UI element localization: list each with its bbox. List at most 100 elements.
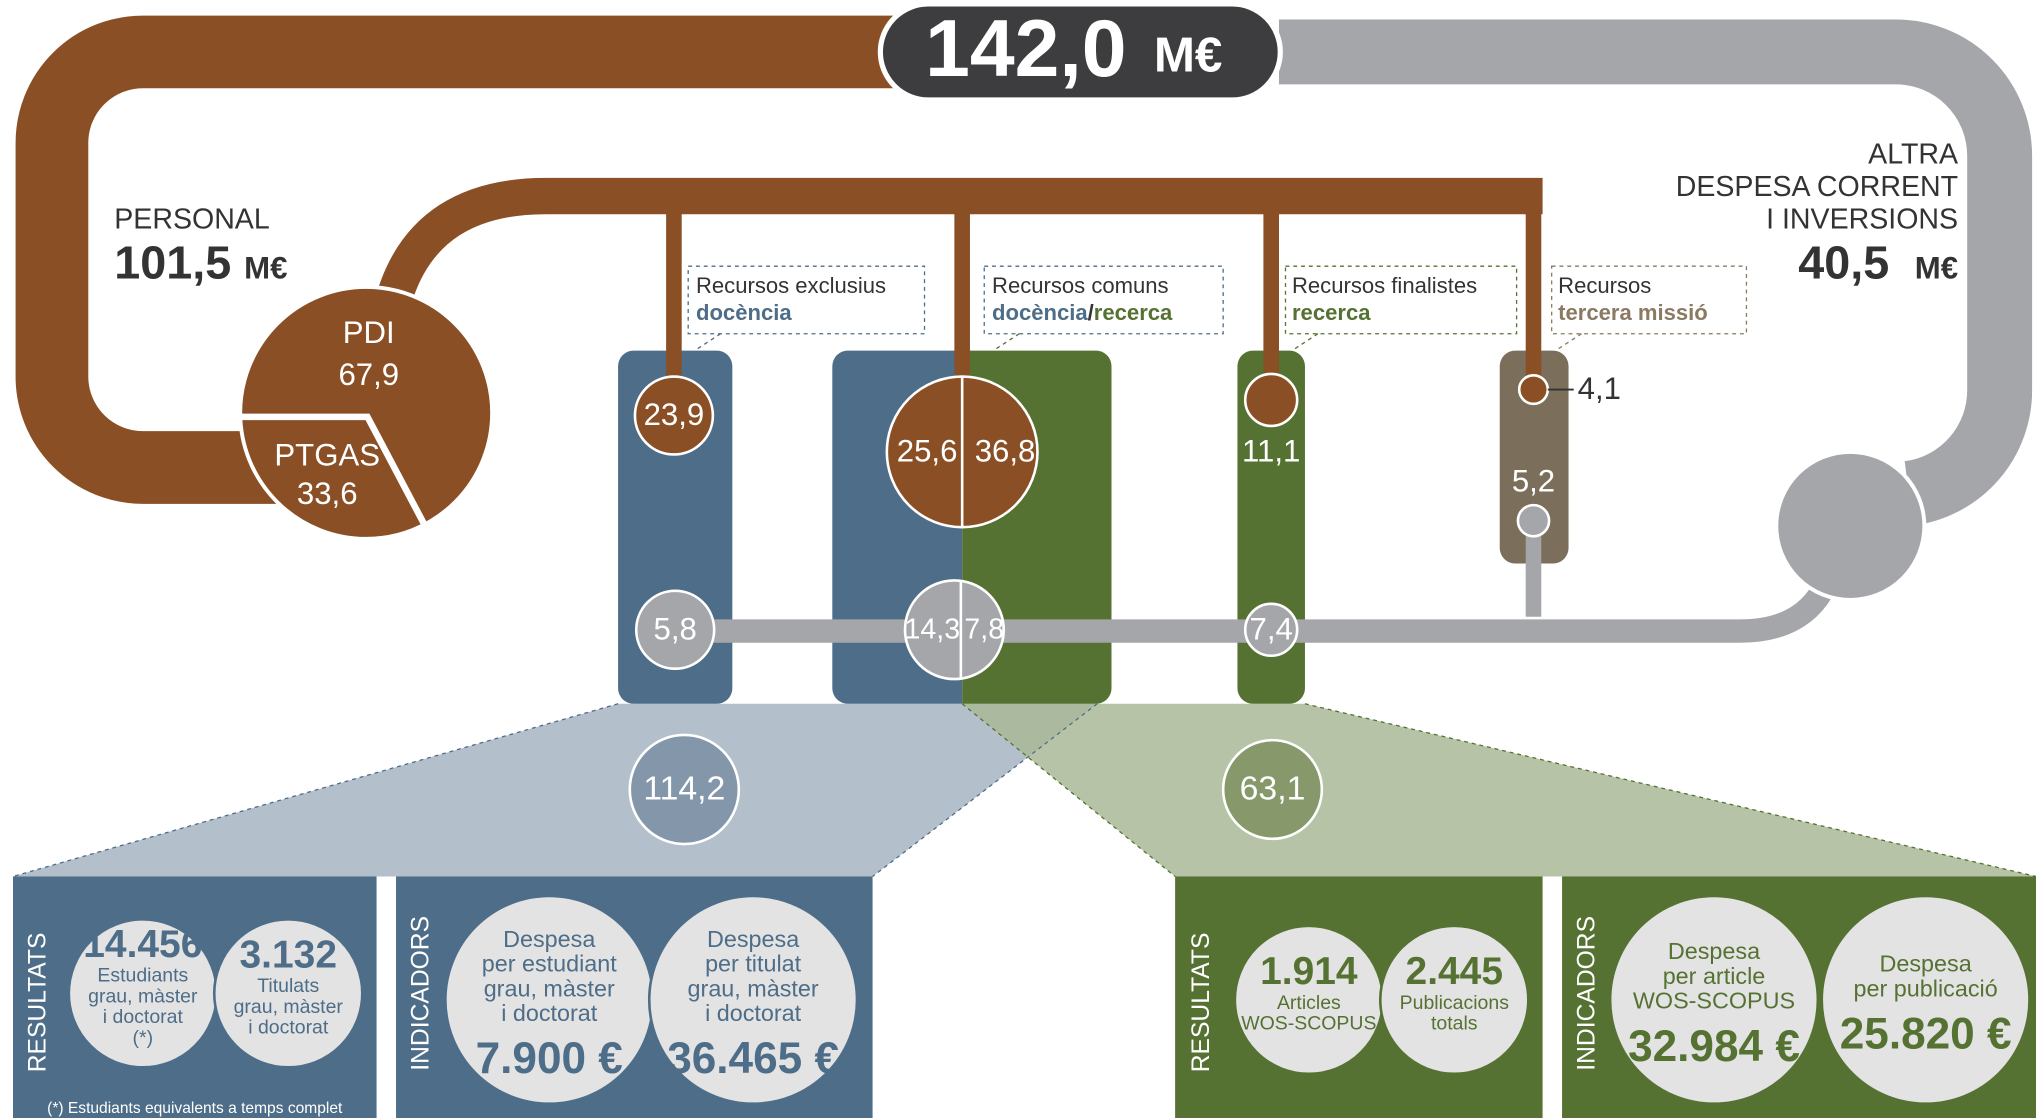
flow-value: 7,8 bbox=[964, 614, 1004, 646]
flow-node bbox=[1243, 602, 1299, 658]
personal-pie bbox=[238, 285, 495, 541]
other-label-line: I INVERSIONS bbox=[1766, 203, 1958, 235]
personal-label: PERSONAL bbox=[114, 203, 269, 235]
item-text: Titulats bbox=[257, 975, 319, 997]
pie-divider bbox=[240, 413, 432, 534]
panel-heading: RESULTATS bbox=[1188, 933, 1215, 1073]
item-text: Estudiants bbox=[97, 965, 188, 987]
resource-sub: recerca bbox=[1292, 300, 1371, 325]
item-circle bbox=[1608, 894, 1820, 1106]
item-text: per article bbox=[1663, 963, 1766, 989]
callout bbox=[1551, 265, 1748, 335]
item-text: grau, màster bbox=[688, 975, 819, 1001]
other-label: ALTRA DESPESA CORRENT I INVERSIONS bbox=[1676, 138, 1958, 235]
item-text: Despesa bbox=[707, 926, 799, 952]
item-text: WOS-SCOPUS bbox=[1241, 1013, 1376, 1035]
other-unit: M€ bbox=[1915, 250, 1958, 285]
callout bbox=[1284, 265, 1518, 335]
item-text: per publicació bbox=[1854, 975, 1998, 1001]
item-text: Publicacions bbox=[1400, 992, 1510, 1014]
flow-value: 5,8 bbox=[654, 611, 697, 646]
resource-title: Recursos finalistes bbox=[1292, 273, 1477, 298]
flow-value: 7,4 bbox=[1250, 611, 1293, 646]
item-value: 25.820 € bbox=[1840, 1009, 2012, 1058]
flow-value: 25,6 bbox=[897, 433, 958, 468]
item-text: Despesa bbox=[503, 926, 595, 952]
teaching-total: 114,2 bbox=[643, 770, 725, 808]
item-text: per estudiant bbox=[482, 951, 618, 977]
item-text: grau, màster bbox=[88, 985, 198, 1007]
item-value: 2.445 bbox=[1406, 950, 1503, 993]
funnel-edge bbox=[961, 703, 1176, 877]
panel-heading: INDICADORS bbox=[1574, 916, 1601, 1071]
resource-sub: docència/recerca bbox=[992, 300, 1173, 325]
resource-title: Recursos comuns bbox=[992, 273, 1169, 298]
item-text: i doctorat bbox=[248, 1017, 329, 1039]
other-label-line: ALTRA bbox=[1868, 138, 1958, 170]
callout-pointer bbox=[1555, 333, 1582, 352]
flow-node bbox=[1516, 503, 1551, 538]
item-text: Despesa bbox=[1668, 938, 1760, 964]
third-box bbox=[1499, 350, 1569, 564]
funnel-edge bbox=[872, 703, 1098, 877]
personal-unit: M€ bbox=[244, 250, 287, 285]
pdi-label: PDI bbox=[343, 315, 395, 350]
item-text: totals bbox=[1431, 1013, 1478, 1035]
item-text: Despesa bbox=[1880, 951, 1972, 977]
item-value: 36.465 € bbox=[667, 1034, 839, 1083]
item-circle bbox=[1378, 924, 1530, 1076]
resource-sub-teaching: docència bbox=[992, 300, 1088, 325]
resource-sub-research: recerca bbox=[1094, 300, 1173, 325]
flow-node bbox=[1243, 372, 1299, 428]
flow-value: 11,1 bbox=[1242, 433, 1300, 468]
item-value: 7.900 € bbox=[476, 1034, 623, 1083]
item-text: grau, màster bbox=[234, 996, 344, 1018]
item-circle bbox=[647, 894, 859, 1106]
pdi-flow bbox=[378, 177, 1543, 299]
total-pill bbox=[877, 1, 1283, 103]
panel-heading: INDICADORS bbox=[408, 916, 435, 1071]
research-funnel bbox=[962, 703, 2036, 877]
flow-node bbox=[1517, 373, 1550, 406]
callout bbox=[983, 265, 1224, 335]
item-text: i doctorat bbox=[103, 1006, 184, 1028]
teaching-funnel bbox=[12, 703, 1098, 877]
personal-flow bbox=[15, 15, 896, 504]
flow-node bbox=[903, 579, 1006, 681]
item-value: 32.984 € bbox=[1628, 1022, 1800, 1071]
other-node bbox=[1774, 449, 1927, 602]
item-text: WOS-SCOPUS bbox=[1633, 988, 1795, 1014]
item-text: i doctorat bbox=[705, 1000, 802, 1026]
flow-value: 14,3 bbox=[905, 614, 961, 646]
pdi-value: 67,9 bbox=[338, 357, 399, 392]
flow-value: 36,8 bbox=[975, 433, 1036, 468]
panel-heading: RESULTATS bbox=[24, 933, 51, 1073]
resource-title: Recursos bbox=[1558, 273, 1651, 298]
callout-pointer bbox=[1291, 333, 1319, 352]
flow-value: 4,1 bbox=[1578, 371, 1621, 406]
resource-sep: / bbox=[1088, 300, 1094, 325]
funnel-edge bbox=[1304, 703, 2036, 878]
callout bbox=[687, 265, 926, 335]
funnel-edge bbox=[12, 703, 619, 878]
flow-node bbox=[634, 589, 716, 671]
item-circle bbox=[212, 918, 364, 1069]
item-value: 1.914 bbox=[1260, 950, 1358, 993]
item-value: 14.456 bbox=[83, 923, 202, 966]
drops bbox=[666, 207, 1542, 390]
research-total: 63,1 bbox=[1240, 770, 1306, 808]
item-text: Articles bbox=[1277, 992, 1341, 1014]
resource-sub: tercera missió bbox=[1558, 300, 1708, 325]
flow-node bbox=[633, 375, 715, 456]
flow-value: 5,2 bbox=[1512, 463, 1555, 498]
ptgas-value: 33,6 bbox=[297, 476, 358, 511]
item-circle bbox=[1820, 894, 2031, 1106]
total-value: 142,0 bbox=[925, 4, 1126, 94]
other-label-line: DESPESA CORRENT bbox=[1676, 171, 1958, 203]
other-flow bbox=[1278, 19, 2033, 526]
item-text: grau, màster bbox=[484, 975, 615, 1001]
ptgas-label: PTGAS bbox=[274, 437, 380, 472]
callout-pointer bbox=[694, 333, 722, 352]
total-node bbox=[628, 733, 741, 846]
other-value: 40,5 bbox=[1798, 237, 1889, 289]
